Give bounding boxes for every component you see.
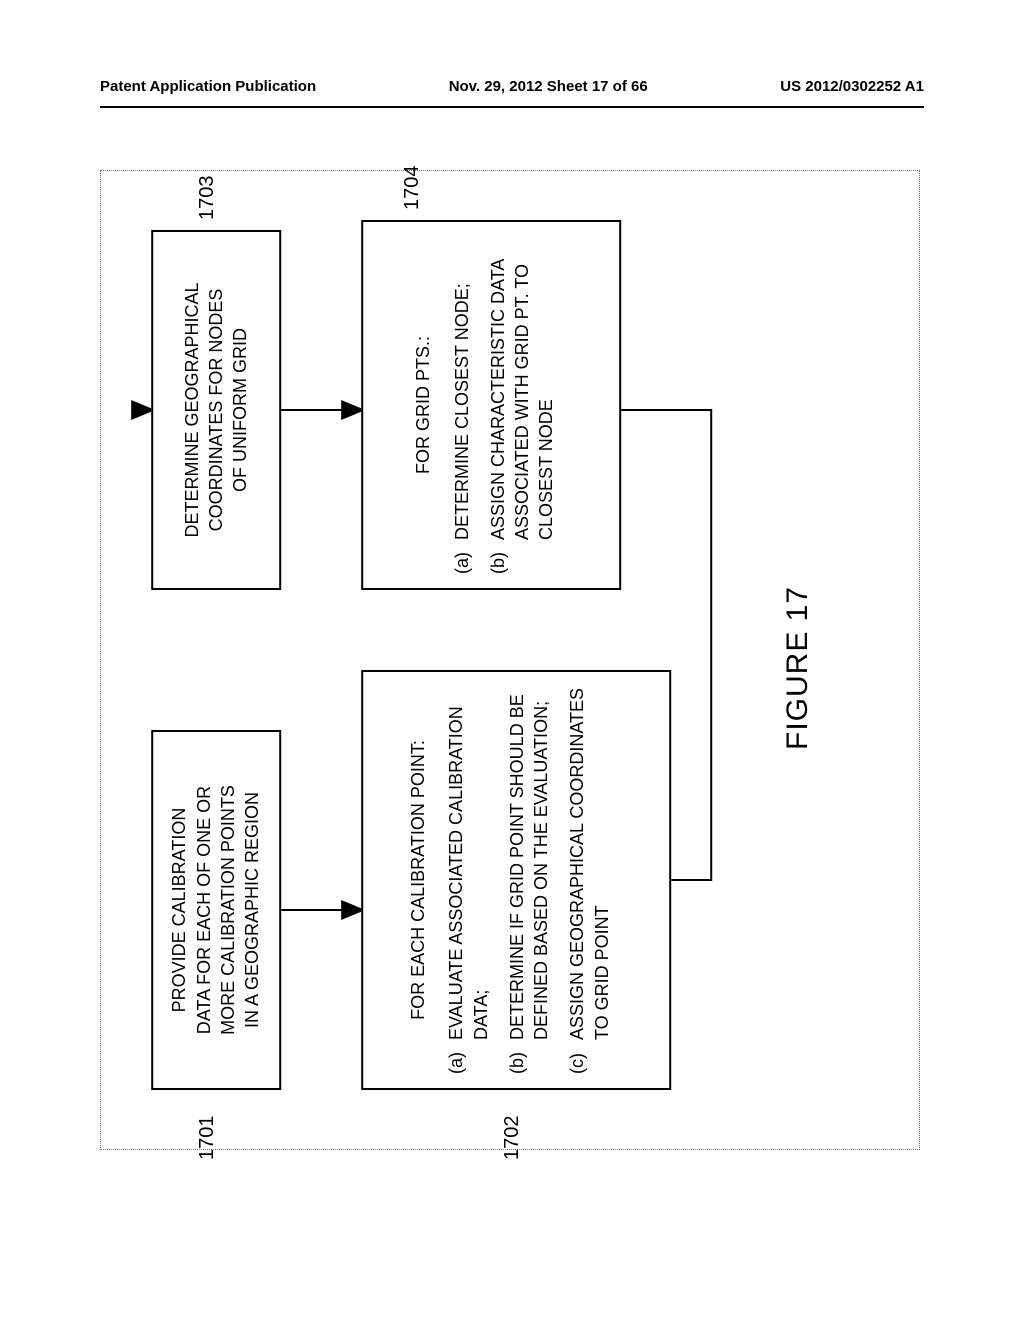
list-marker: (b): [486, 540, 559, 574]
box-line: OF UNIFORM GRID: [228, 328, 252, 492]
flowchart-box-1703: DETERMINE GEOGRAPHICAL COORDINATES FOR N…: [151, 230, 281, 590]
box-line: MORE CALIBRATION POINTS: [216, 785, 240, 1035]
list-marker: (c): [566, 1040, 615, 1074]
box-line: DATA FOR EACH OF ONE OR: [192, 786, 216, 1034]
header-left: Patent Application Publication: [100, 78, 316, 95]
box-title: FOR GRID PTS.:: [411, 336, 435, 474]
list-text: DETERMINE IF GRID POINT SHOULD BE DEFINE…: [505, 686, 554, 1040]
ref-1704: 1704: [401, 166, 424, 211]
page-header: Patent Application Publication Nov. 29, …: [100, 78, 924, 95]
list-item: (c) ASSIGN GEOGRAPHICAL COORDINATES TO G…: [566, 686, 615, 1074]
flowchart-diagram: PROVIDE CALIBRATION DATA FOR EACH OF ONE…: [111, 190, 871, 1130]
list-marker: (b): [505, 1040, 554, 1074]
box-title: FOR EACH CALIBRATION POINT:: [406, 740, 430, 1020]
list-text: ASSIGN CHARACTERISTIC DATA ASSOCIATED WI…: [486, 236, 559, 540]
flowchart-box-1704: FOR GRID PTS.: (a) DETERMINE CLOSEST NOD…: [361, 220, 621, 590]
list-item: (a) EVALUATE ASSOCIATED CALIBRATION DATA…: [444, 686, 493, 1074]
list-item: (b) ASSIGN CHARACTERISTIC DATA ASSOCIATE…: [486, 236, 559, 574]
box-line: IN A GEOGRAPHIC REGION: [240, 792, 264, 1028]
box-line: COORDINATES FOR NODES: [204, 289, 228, 532]
page-root: Patent Application Publication Nov. 29, …: [0, 0, 1024, 1320]
list-item: (a) DETERMINE CLOSEST NODE;: [450, 283, 474, 574]
figure-label: FIGURE 17: [781, 586, 815, 750]
list-text: EVALUATE ASSOCIATED CALIBRATION DATA;: [444, 686, 493, 1040]
list-marker: (a): [444, 1040, 493, 1074]
list-item: (b) DETERMINE IF GRID POINT SHOULD BE DE…: [505, 686, 554, 1074]
flowchart-box-1702: FOR EACH CALIBRATION POINT: (a) EVALUATE…: [361, 670, 671, 1090]
flowchart-box-1701: PROVIDE CALIBRATION DATA FOR EACH OF ONE…: [151, 730, 281, 1090]
list-marker: (a): [450, 540, 474, 574]
header-center: Nov. 29, 2012 Sheet 17 of 66: [449, 78, 648, 95]
ref-1702: 1702: [501, 1116, 524, 1161]
list-text: ASSIGN GEOGRAPHICAL COORDINATES TO GRID …: [566, 686, 615, 1040]
content-frame: PROVIDE CALIBRATION DATA FOR EACH OF ONE…: [100, 170, 920, 1150]
ref-1701: 1701: [196, 1116, 219, 1161]
box-line: PROVIDE CALIBRATION: [168, 808, 192, 1013]
header-right: US 2012/0302252 A1: [780, 78, 924, 95]
ref-1703: 1703: [196, 176, 219, 221]
header-rule: [100, 106, 924, 108]
box-line: DETERMINE GEOGRAPHICAL: [180, 282, 204, 537]
list-text: DETERMINE CLOSEST NODE;: [450, 283, 474, 540]
